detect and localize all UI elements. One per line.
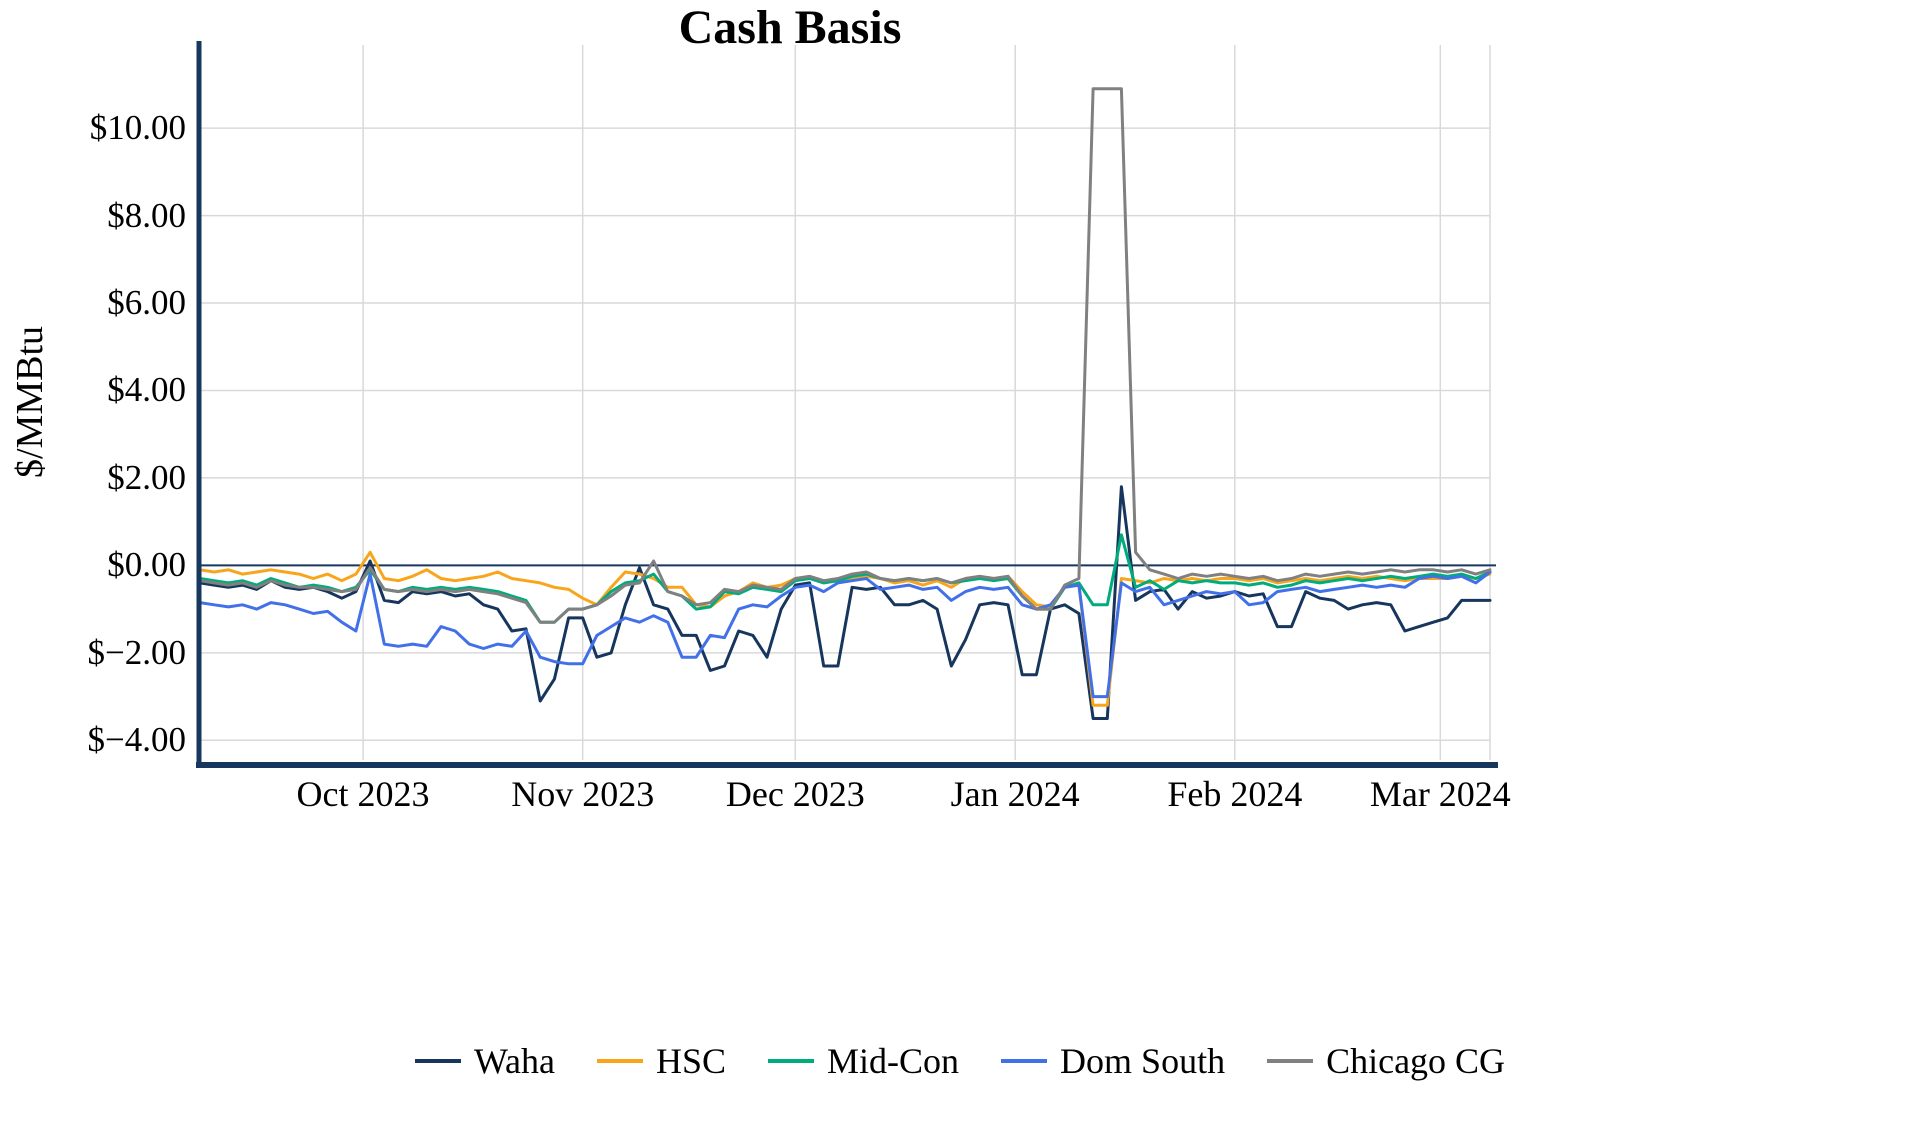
legend-swatch-waha xyxy=(414,1059,461,1063)
x-tick-label-oct-2023: Oct 2023 xyxy=(296,774,430,814)
chart-title: Cash Basis xyxy=(678,1,902,54)
legend-label-waha: Waha xyxy=(473,1041,555,1081)
legend-item-hsc: HSC xyxy=(597,1040,726,1082)
series-line-dom-south xyxy=(198,570,1492,699)
legend-swatch-mid-con xyxy=(768,1059,815,1063)
x-tick-label-jan-2024: Jan 2024 xyxy=(950,774,1080,814)
legend: Waha HSC Mid-Con Dom South Chicago CG xyxy=(110,1040,1810,1082)
series-line-waha xyxy=(198,485,1492,720)
series-line-mid-con xyxy=(198,533,1492,624)
legend-label-dom-south: Dom South xyxy=(1060,1041,1226,1081)
y-tick-label-8: $8.00 xyxy=(107,195,186,235)
legend-swatch-hsc xyxy=(597,1059,643,1063)
x-tick-label-mar-2024: Mar 2024 xyxy=(1369,774,1511,814)
legend-label-hsc: HSC xyxy=(656,1041,727,1081)
legend-item-dom-south: Dom South xyxy=(1001,1040,1225,1082)
legend-label-chicago-cg: Chicago CG xyxy=(1326,1041,1506,1081)
series-line-chicago-cg xyxy=(198,87,1492,624)
y-tick-label--2: $−2.00 xyxy=(87,632,187,672)
y-tick-label-6: $6.00 xyxy=(107,283,186,322)
legend-swatch-chicago-cg xyxy=(1267,1059,1314,1063)
legend-swatch-dom-south xyxy=(1001,1059,1048,1063)
y-tick-label-0: $0.00 xyxy=(107,545,186,585)
x-tick-label-nov-2023: Nov 2023 xyxy=(511,774,655,814)
legend-label-mid-con: Mid-Con xyxy=(827,1041,960,1081)
legend-item-chicago-cg: Chicago CG xyxy=(1267,1040,1505,1082)
y-tick-label--4: $−4.00 xyxy=(87,720,187,760)
legend-item-mid-con: Mid-Con xyxy=(768,1040,959,1082)
legend-item-waha: Waha xyxy=(414,1040,555,1082)
x-tick-label-feb-2024: Feb 2024 xyxy=(1167,774,1303,814)
y-tick-label-10: $10.00 xyxy=(89,108,186,148)
x-tick-label-dec-2023: Dec 2023 xyxy=(725,774,865,814)
y-tick-label-4: $4.00 xyxy=(107,370,186,410)
y-tick-label-2: $2.00 xyxy=(107,457,186,497)
